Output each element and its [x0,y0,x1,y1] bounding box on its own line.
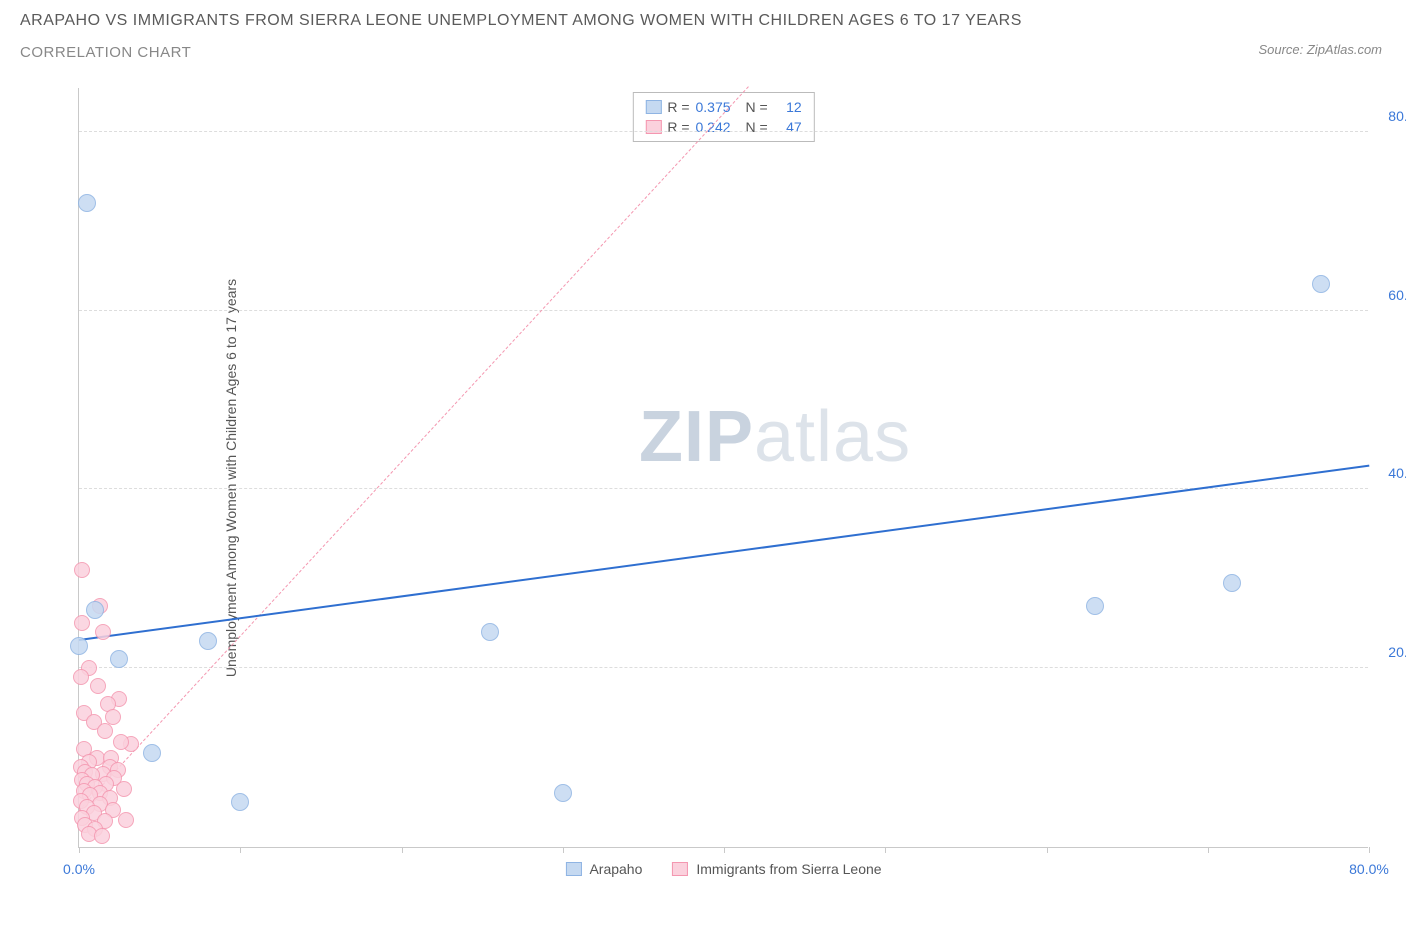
data-point-arapaho [1223,574,1241,592]
data-point-arapaho [554,784,572,802]
x-tick [1369,847,1370,853]
trend-line [79,465,1369,641]
x-tick [240,847,241,853]
chart-area: Unemployment Among Women with Children A… [60,88,1380,868]
x-tick [79,847,80,853]
source-attribution: Source: ZipAtlas.com [1258,42,1382,57]
watermark-light: atlas [754,397,911,477]
data-point-arapaho [70,637,88,655]
legend-n-label: N = [746,117,768,137]
gridline-h [79,667,1368,668]
data-point-sierra-leone [73,669,89,685]
legend-r-value: 0.375 [696,97,740,117]
legend-n-label: N = [746,97,768,117]
data-point-arapaho [110,650,128,668]
legend-r-label: R = [667,117,689,137]
data-point-arapaho [86,601,104,619]
data-point-arapaho [78,194,96,212]
data-point-arapaho [1312,275,1330,293]
chart-header: ARAPAHO VS IMMIGRANTS FROM SIERRA LEONE … [0,0,1406,61]
legend-swatch [672,862,688,876]
legend-series: Arapaho Immigrants from Sierra Leone [565,861,881,877]
data-point-arapaho [481,623,499,641]
chart-title-line2: CORRELATION CHART [20,44,1386,61]
data-point-sierra-leone [90,678,106,694]
data-point-arapaho [231,793,249,811]
legend-series-item: Immigrants from Sierra Leone [672,861,881,877]
x-tick-label: 80.0% [1349,861,1389,877]
data-point-sierra-leone [113,734,129,750]
legend-stats-row: R =0.242N =47 [645,117,801,137]
legend-n-value: 12 [774,97,802,117]
y-tick-label: 40.0% [1373,465,1406,481]
data-point-arapaho [199,632,217,650]
x-tick [724,847,725,853]
watermark: ZIPatlas [639,396,911,478]
data-point-sierra-leone [74,615,90,631]
data-point-arapaho [1086,597,1104,615]
y-tick-label: 80.0% [1373,108,1406,124]
legend-r-label: R = [667,97,689,117]
chart-title-line1: ARAPAHO VS IMMIGRANTS FROM SIERRA LEONE … [20,12,1386,30]
gridline-h [79,310,1368,311]
x-tick [563,847,564,853]
data-point-sierra-leone [94,828,110,844]
legend-swatch [645,120,661,134]
y-tick-label: 60.0% [1373,287,1406,303]
data-point-arapaho [143,744,161,762]
trend-line [79,86,750,811]
legend-stats: R =0.375N =12R =0.242N =47 [632,92,814,142]
y-tick-label: 20.0% [1373,644,1406,660]
data-point-sierra-leone [74,562,90,578]
watermark-bold: ZIP [639,397,754,477]
gridline-h [79,131,1368,132]
data-point-sierra-leone [95,624,111,640]
plot-region: ZIPatlas R =0.375N =12R =0.242N =47 Arap… [78,88,1368,848]
data-point-sierra-leone [97,723,113,739]
legend-swatch [565,862,581,876]
legend-n-value: 47 [774,117,802,137]
data-point-sierra-leone [116,781,132,797]
gridline-h [79,488,1368,489]
legend-swatch [645,100,661,114]
legend-series-label: Immigrants from Sierra Leone [696,861,881,877]
x-tick-label: 0.0% [63,861,95,877]
x-tick [1208,847,1209,853]
x-tick [885,847,886,853]
legend-series-label: Arapaho [589,861,642,877]
legend-series-item: Arapaho [565,861,642,877]
data-point-sierra-leone [118,812,134,828]
x-tick [402,847,403,853]
x-tick [1047,847,1048,853]
